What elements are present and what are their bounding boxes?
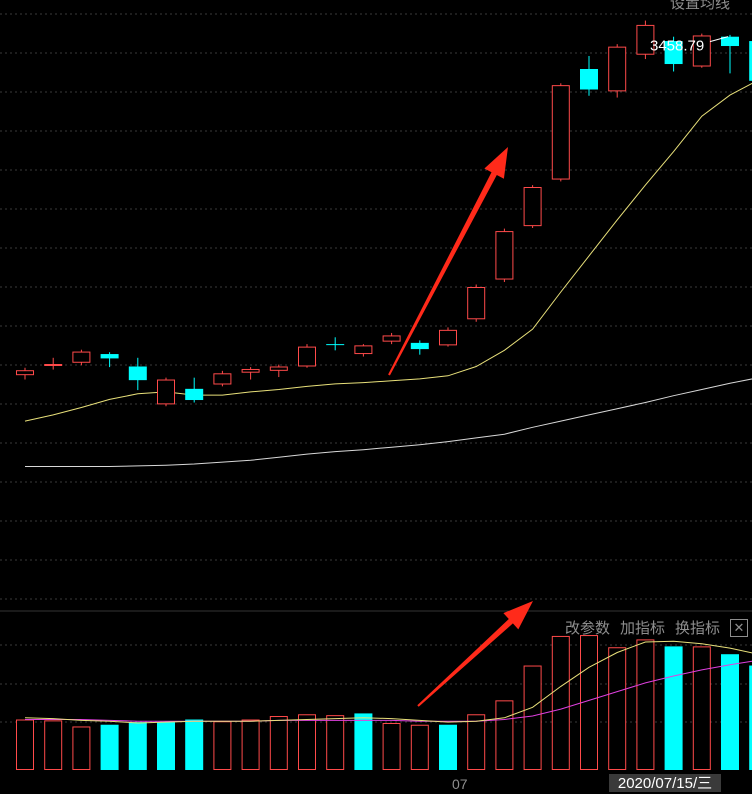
volume-bar bbox=[327, 716, 344, 770]
candle-body bbox=[101, 354, 119, 358]
volume-bar bbox=[665, 646, 683, 770]
volume-bar bbox=[411, 725, 428, 769]
candle-body bbox=[552, 86, 569, 179]
volume-bar bbox=[157, 722, 175, 770]
volume-bar bbox=[45, 721, 62, 770]
candle-body bbox=[73, 352, 90, 362]
candle-body bbox=[468, 287, 485, 318]
candle-body bbox=[299, 347, 316, 366]
candle bbox=[355, 344, 372, 356]
candle bbox=[242, 367, 259, 379]
candle bbox=[158, 378, 175, 407]
candle-body bbox=[355, 346, 372, 354]
max-price-label: 3458.79 bbox=[650, 38, 704, 55]
volume-bar bbox=[354, 713, 372, 770]
volume-bar bbox=[468, 715, 485, 770]
candle bbox=[524, 185, 541, 228]
ma-long-line bbox=[25, 378, 752, 467]
candle bbox=[440, 327, 457, 346]
volume-bar bbox=[270, 717, 287, 770]
x-axis-tick-label: 07 bbox=[452, 776, 468, 792]
volume-bar bbox=[439, 725, 457, 770]
grid-lines bbox=[0, 14, 752, 722]
candle bbox=[580, 56, 598, 96]
volume-bar bbox=[524, 666, 541, 769]
candle-body bbox=[129, 366, 147, 380]
candle-body bbox=[524, 188, 541, 226]
candle bbox=[496, 229, 513, 282]
volume-bar bbox=[693, 647, 710, 770]
volume-bar bbox=[185, 720, 203, 770]
candle-body bbox=[270, 367, 287, 370]
candle-body bbox=[440, 330, 457, 345]
candle bbox=[552, 83, 569, 181]
candle bbox=[45, 358, 62, 370]
candle-body bbox=[242, 369, 259, 372]
candle bbox=[299, 344, 316, 368]
candle-body bbox=[158, 380, 175, 404]
candle bbox=[411, 340, 429, 354]
volume-bar bbox=[101, 725, 119, 770]
candle bbox=[185, 378, 203, 403]
volume-bar bbox=[129, 722, 147, 770]
volume-bar bbox=[496, 701, 513, 770]
candle-body bbox=[580, 69, 598, 89]
volume-panel bbox=[17, 636, 752, 770]
candle-body bbox=[326, 344, 344, 345]
annotation-arrows bbox=[388, 147, 533, 707]
price-panel bbox=[17, 21, 752, 467]
trend-arrow-volume bbox=[417, 601, 533, 707]
candle bbox=[721, 35, 739, 74]
change-params-button[interactable]: 改参数 bbox=[565, 617, 610, 638]
volume-bar bbox=[383, 723, 400, 769]
add-indicator-button[interactable]: 加指标 bbox=[620, 617, 665, 638]
candle bbox=[609, 44, 626, 97]
candle bbox=[326, 337, 344, 350]
indicator-toolbar: 改参数 加指标 换指标 ✕ bbox=[565, 617, 748, 638]
candle-body bbox=[214, 374, 231, 384]
candle bbox=[129, 358, 147, 390]
switch-indicator-button[interactable]: 换指标 bbox=[675, 617, 720, 638]
cursor-date-label: 2020/07/15/三 bbox=[609, 774, 721, 792]
volume-bar bbox=[242, 720, 259, 769]
candle-body bbox=[411, 343, 429, 349]
candle bbox=[214, 371, 231, 387]
volume-bar bbox=[214, 722, 231, 770]
volume-bar bbox=[637, 640, 654, 770]
candle-body bbox=[17, 371, 34, 375]
candle bbox=[270, 365, 287, 377]
volume-bar bbox=[721, 654, 739, 770]
volume-bar bbox=[299, 715, 316, 770]
candle-body bbox=[45, 365, 62, 366]
candle-body bbox=[496, 232, 513, 279]
candle-body bbox=[383, 336, 400, 341]
candle-body bbox=[609, 47, 626, 91]
candle bbox=[73, 350, 90, 366]
candle bbox=[17, 368, 34, 380]
volume-bar bbox=[17, 720, 34, 769]
candle bbox=[383, 333, 400, 344]
candle bbox=[468, 285, 485, 322]
volume-bar bbox=[73, 727, 90, 770]
volume-bar bbox=[609, 648, 626, 770]
close-icon[interactable]: ✕ bbox=[730, 619, 748, 637]
candle-body bbox=[185, 389, 203, 400]
volume-bar bbox=[552, 636, 569, 769]
